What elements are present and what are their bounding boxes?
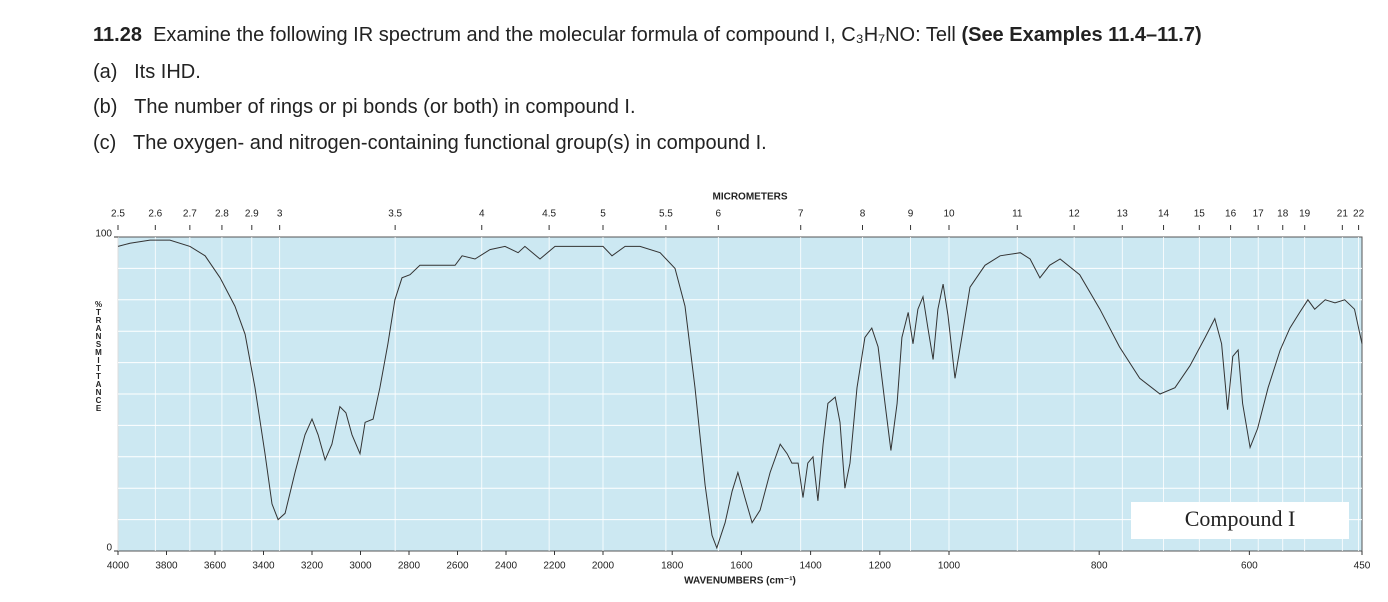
x2-tick-label: 21 [1337,209,1349,220]
spectrum-line [117,239,1363,550]
x2-tick-label: 17 [1253,209,1265,220]
part: (c) The oxygen- and nitrogen-containing … [93,132,767,155]
y-tick-label: 0 [106,543,112,554]
x2-tick-label: 2.9 [245,209,259,220]
x2-tick-label: 18 [1277,209,1289,220]
question-reference: (See Examples 11.4–11.7) [961,24,1202,46]
part-label: (c) [93,132,117,154]
part-label: (b) [93,96,118,118]
x2-tick-label: 5 [600,209,606,220]
part: (b) The number of rings or pi bonds (or … [93,96,636,119]
x-tick-label: 2400 [495,561,518,572]
x2-tick-label: 7 [798,209,804,220]
x2-tick-label: 22 [1353,209,1365,220]
x-tick-label: 800 [1091,561,1108,572]
question-number: 11.28 [93,24,142,46]
x-tick-label: 3800 [155,561,178,572]
x-tick-label: 1400 [799,561,822,572]
x2-tick-label: 8 [860,209,866,220]
x2-tick-label: 19 [1299,209,1311,220]
x2-tick-label: 2.6 [148,209,162,220]
x2-tick-label: 10 [943,209,955,220]
part: (a) Its IHD. [93,61,201,84]
x2-tick-label: 3.5 [388,209,402,220]
question-text: Examine the following IR spectrum and th… [153,24,956,46]
x2-axis-label: MICROMETERS [713,192,788,203]
part-text: The oxygen- and nitrogen-containing func… [133,132,767,154]
x2-tick-label: 15 [1194,209,1206,220]
x-axis-label: WAVENUMBERS (cm⁻¹) [684,576,796,587]
x2-tick-label: 16 [1225,209,1237,220]
x-tick-label: 3400 [252,561,275,572]
x-tick-label: 2000 [592,561,615,572]
y-tick-label: 100 [95,229,112,240]
x-tick-label: 4000 [107,561,130,572]
x-tick-label: 3000 [349,561,372,572]
x2-tick-label: 14 [1158,209,1170,220]
x-tick-label: 3200 [301,561,324,572]
x2-tick-label: 9 [908,209,914,220]
x2-tick-label: 11 [1012,209,1023,220]
x2-tick-label: 2.7 [183,209,197,220]
x2-tick-label: 3 [277,209,283,220]
x-tick-label: 2200 [543,561,566,572]
part-text: Its IHD. [134,61,201,83]
x-tick-label: 1600 [730,561,753,572]
x-tick-label: 2800 [398,561,421,572]
x-tick-label: 1200 [869,561,892,572]
x-tick-label: 3600 [204,561,227,572]
x2-tick-label: 12 [1069,209,1081,220]
x2-tick-label: 13 [1117,209,1129,220]
question: 11.28 Examine the following IR spectrum … [93,24,1202,47]
y-axis-label: %TRANSMITTANCE [94,300,103,412]
x2-tick-label: 2.5 [111,209,125,220]
x-tick-label: 1000 [938,561,961,572]
label-box [1131,502,1349,539]
x2-tick-label: 2.8 [215,209,229,220]
x2-tick-label: 4 [479,209,485,220]
x-tick-label: 450 [1354,561,1371,572]
x-tick-label: 600 [1241,561,1258,572]
x-tick-label: 2600 [446,561,469,572]
compound-label: Compound I [1185,506,1296,531]
x-tick-label: 1800 [661,561,684,572]
x2-tick-label: 5.5 [659,209,673,220]
x2-tick-label: 6 [716,209,722,220]
x2-tick-label: 4.5 [542,209,556,220]
part-text: The number of rings or pi bonds (or both… [134,96,636,118]
part-label: (a) [93,61,118,83]
